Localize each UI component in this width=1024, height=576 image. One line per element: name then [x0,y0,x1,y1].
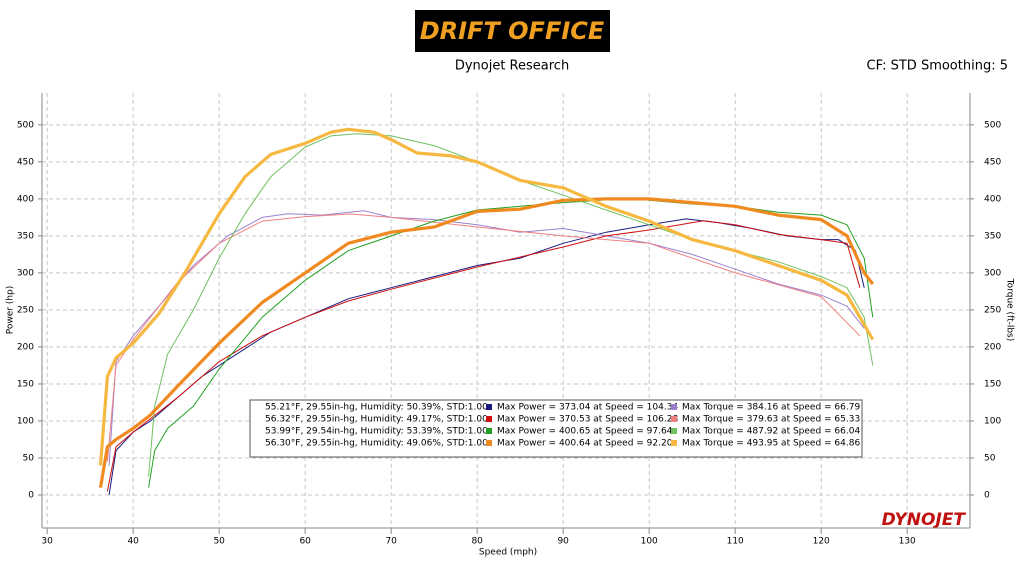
y2-tick-label: 150 [984,379,1001,389]
y-tick-label: 150 [17,379,34,389]
x-tick-label: 70 [385,537,397,547]
legend-swatch [671,416,677,422]
legend-run: 56.30°F, 29.55in-hg, Humidity: 49.06%, S… [265,439,488,449]
x-tick-label: 60 [299,537,311,547]
series-line [106,213,861,462]
legend-swatch [486,428,492,434]
legend-box [249,399,863,458]
y-tick-label: 0 [28,490,34,500]
series-line [148,197,874,488]
y-tick-label: 450 [17,157,34,167]
y-tick-label: 350 [17,231,34,241]
x-tick-label: 120 [813,537,830,547]
x-tick-label: 50 [213,537,225,547]
chart-title: Dynojet Research [455,59,569,74]
legend-entry: Max Power = 373.04 at Speed = 104.34 [497,403,678,413]
y-tick-label: 100 [17,416,34,426]
logo-box [415,10,610,52]
series-line [98,127,875,466]
x-tick-label: 130 [899,537,916,547]
y2-axis-label: Torque (ft-lbs) [1005,278,1015,342]
y-tick-label: 250 [17,305,34,315]
y2-tick-label: 200 [984,342,1001,352]
x-axis-label: Speed (mph) [479,548,537,558]
legend-swatch [671,440,677,446]
x-tick-label: 30 [41,537,53,547]
series-line [98,197,875,488]
legend: 55.21°F, 29.55in-hg, Humidity: 50.39%, S… [249,399,863,458]
y2-tick-label: 450 [984,157,1001,167]
y2-tick-label: 50 [984,453,996,463]
legend-entry: Max Torque = 493.95 at Speed = 64.86 [682,439,860,449]
x-tick-label: 80 [471,537,483,547]
subtitle: CF: STD Smoothing: 5 [867,59,1008,74]
y2-tick-label: 100 [984,416,1001,426]
y-tick-label: 300 [17,268,34,278]
y-tick-label: 400 [17,194,34,204]
legend-run: 56.32°F, 29.55in-hg, Humidity: 49.17%, S… [265,415,488,425]
y2-tick-label: 300 [984,268,1001,278]
y2-tick-label: 350 [984,231,1001,241]
y2-tick-label: 400 [984,194,1001,204]
legend-entry: Max Torque = 487.92 at Speed = 66.04 [682,427,860,437]
y-axis-label: Power (hp) [6,286,16,335]
y2-tick-label: 0 [984,490,990,500]
y-tick-label: 50 [23,453,35,463]
watermark: DYNOJET [882,510,967,530]
legend-entry: Max Torque = 379.63 at Speed = 65.33 [682,415,860,425]
legend-entry: Max Power = 370.53 at Speed = 106.28 [497,415,678,425]
legend-swatch [486,440,492,446]
x-tick-label: 100 [641,537,658,547]
legend-entry: Max Power = 400.65 at Speed = 97.64 [497,427,673,437]
legend-swatch [671,428,677,434]
series-line [106,220,861,492]
x-tick-label: 90 [557,537,569,547]
legend-entry: Max Torque = 384.16 at Speed = 66.79 [682,403,860,413]
legend-swatch [671,404,677,410]
y-tick-label: 500 [17,120,34,130]
legend-entry: Max Power = 400.64 at Speed = 92.20 [497,439,673,449]
logo: DRIFT OFFICE [420,17,605,45]
y2-tick-label: 500 [984,120,1001,130]
x-tick-label: 40 [127,537,139,547]
legend-swatch [486,404,492,410]
x-tick-label: 110 [727,537,744,547]
legend-run: 55.21°F, 29.55in-hg, Humidity: 50.39%, S… [265,403,488,413]
legend-run: 53.99°F, 29.54in-hg, Humidity: 53.39%, S… [265,427,488,437]
y2-tick-label: 250 [984,305,1001,315]
y-tick-label: 200 [17,342,34,352]
legend-swatch [486,416,492,422]
series-line [148,133,874,477]
